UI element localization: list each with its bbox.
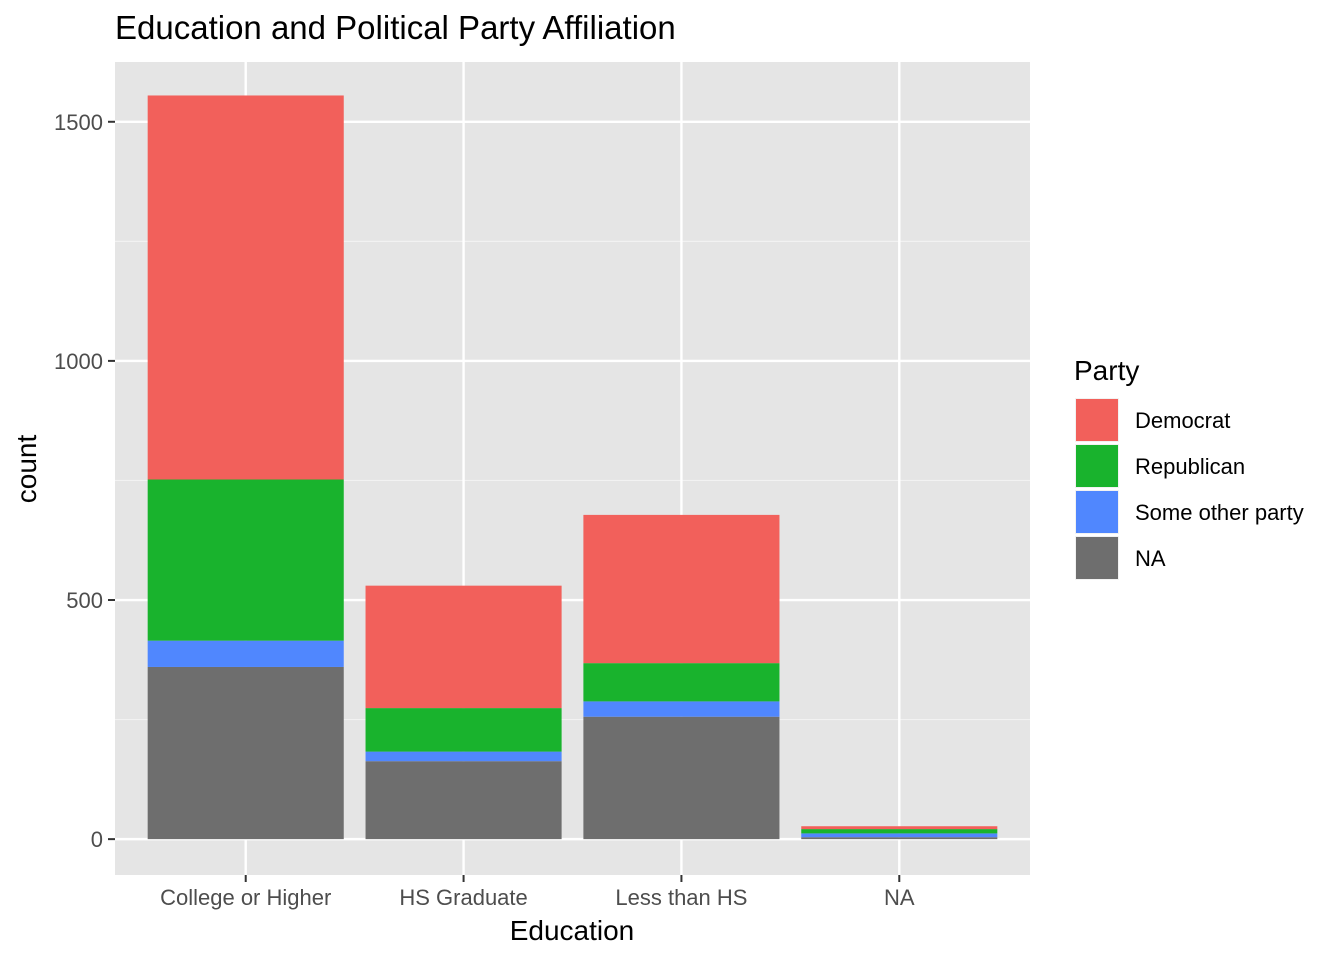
bar-segment-republican [583, 663, 780, 702]
legend-label: NA [1135, 546, 1166, 571]
y-tick-label: 0 [91, 827, 103, 852]
y-axis-title: count [11, 435, 42, 504]
bar-segment-republican [147, 479, 344, 641]
x-tick-label: HS Graduate [399, 885, 527, 910]
x-tick-label: NA [884, 885, 915, 910]
x-tick-label: College or Higher [160, 885, 331, 910]
legend: Party Democrat Republican Some other party… [1074, 355, 1304, 580]
bar-segment-democrat [583, 514, 780, 664]
bar-segment-democrat [365, 585, 562, 709]
legend-label: Some other party [1135, 500, 1304, 525]
bar-segment-some-other-party [147, 640, 344, 667]
legend-label: Democrat [1135, 408, 1230, 433]
bar-segment-na [365, 761, 562, 840]
legend-swatch [1076, 491, 1118, 533]
legend-swatch [1076, 399, 1118, 441]
bar-segment-some-other-party [801, 833, 998, 838]
y-tick-label: 1000 [54, 349, 103, 374]
legend-swatch [1076, 445, 1118, 487]
bar-segment-some-other-party [583, 701, 780, 717]
bar-segment-republican [365, 708, 562, 752]
y-tick-label: 500 [66, 588, 103, 613]
x-axis-title: Education [510, 915, 635, 946]
bar-segment-republican [801, 829, 998, 834]
bar-segment-na [801, 837, 998, 840]
y-tick-label: 1500 [54, 110, 103, 135]
axes: 0 500 1000 1500 College or Higher HS Graduate… [54, 110, 915, 910]
bar-segment-democrat [147, 95, 344, 480]
x-tick-label: Less than HS [615, 885, 747, 910]
bars [147, 95, 998, 840]
bar-segment-democrat [801, 826, 998, 830]
legend-label: Republican [1135, 454, 1245, 479]
bar-segment-some-other-party [365, 751, 562, 762]
bar-segment-na [147, 666, 344, 840]
legend-swatch [1076, 537, 1118, 579]
legend-title: Party [1074, 355, 1139, 386]
chart-title: Education and Political Party Affiliatio… [115, 9, 676, 46]
bar-segment-na [583, 716, 780, 840]
